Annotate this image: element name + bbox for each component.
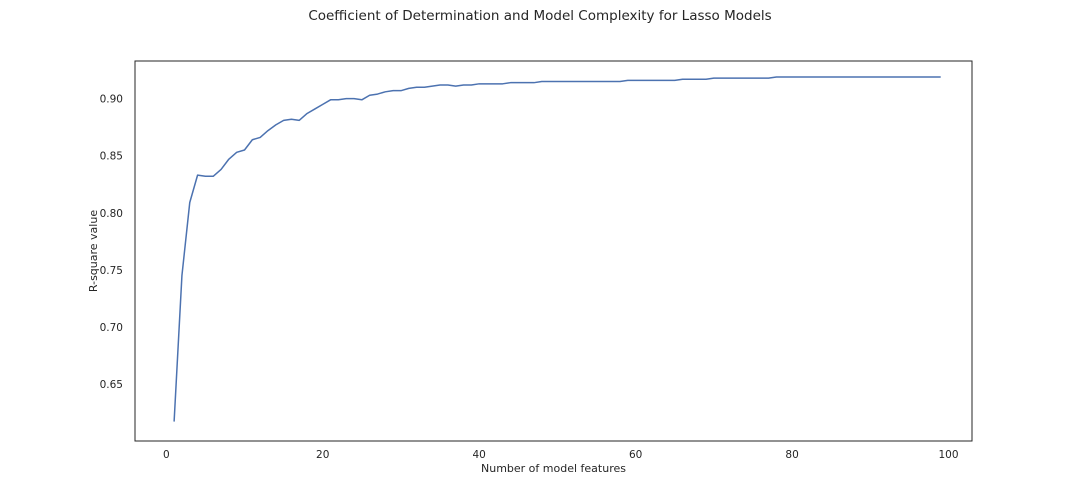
y-tick-label: 0.80 [100,208,123,220]
x-tick-label: 0 [163,449,170,461]
y-tick-label: 0.65 [100,379,123,391]
y-tick-label: 0.85 [100,151,123,163]
y-tick-label: 0.90 [100,94,123,106]
x-tick-label: 20 [316,449,329,461]
x-tick-label: 40 [472,449,485,461]
x-tick-label: 80 [785,449,798,461]
y-axis-ticks: 0.65 0.70 0.75 0.80 0.85 0.90 [100,94,123,391]
y-axis-label: R-square value [87,210,100,292]
y-tick-label: 0.70 [100,322,123,334]
x-axis-ticks: 0 20 40 60 80 100 [163,449,959,461]
series-line [173,76,941,422]
x-tick-label: 60 [629,449,642,461]
y-tick-label: 0.75 [100,265,123,277]
plot-area-frame [134,60,973,442]
x-axis-label: Number of model features [481,462,626,475]
x-tick-label: 100 [939,449,959,461]
chart-title: Coefficient of Determination and Model C… [308,8,772,24]
series-layer [173,76,941,422]
